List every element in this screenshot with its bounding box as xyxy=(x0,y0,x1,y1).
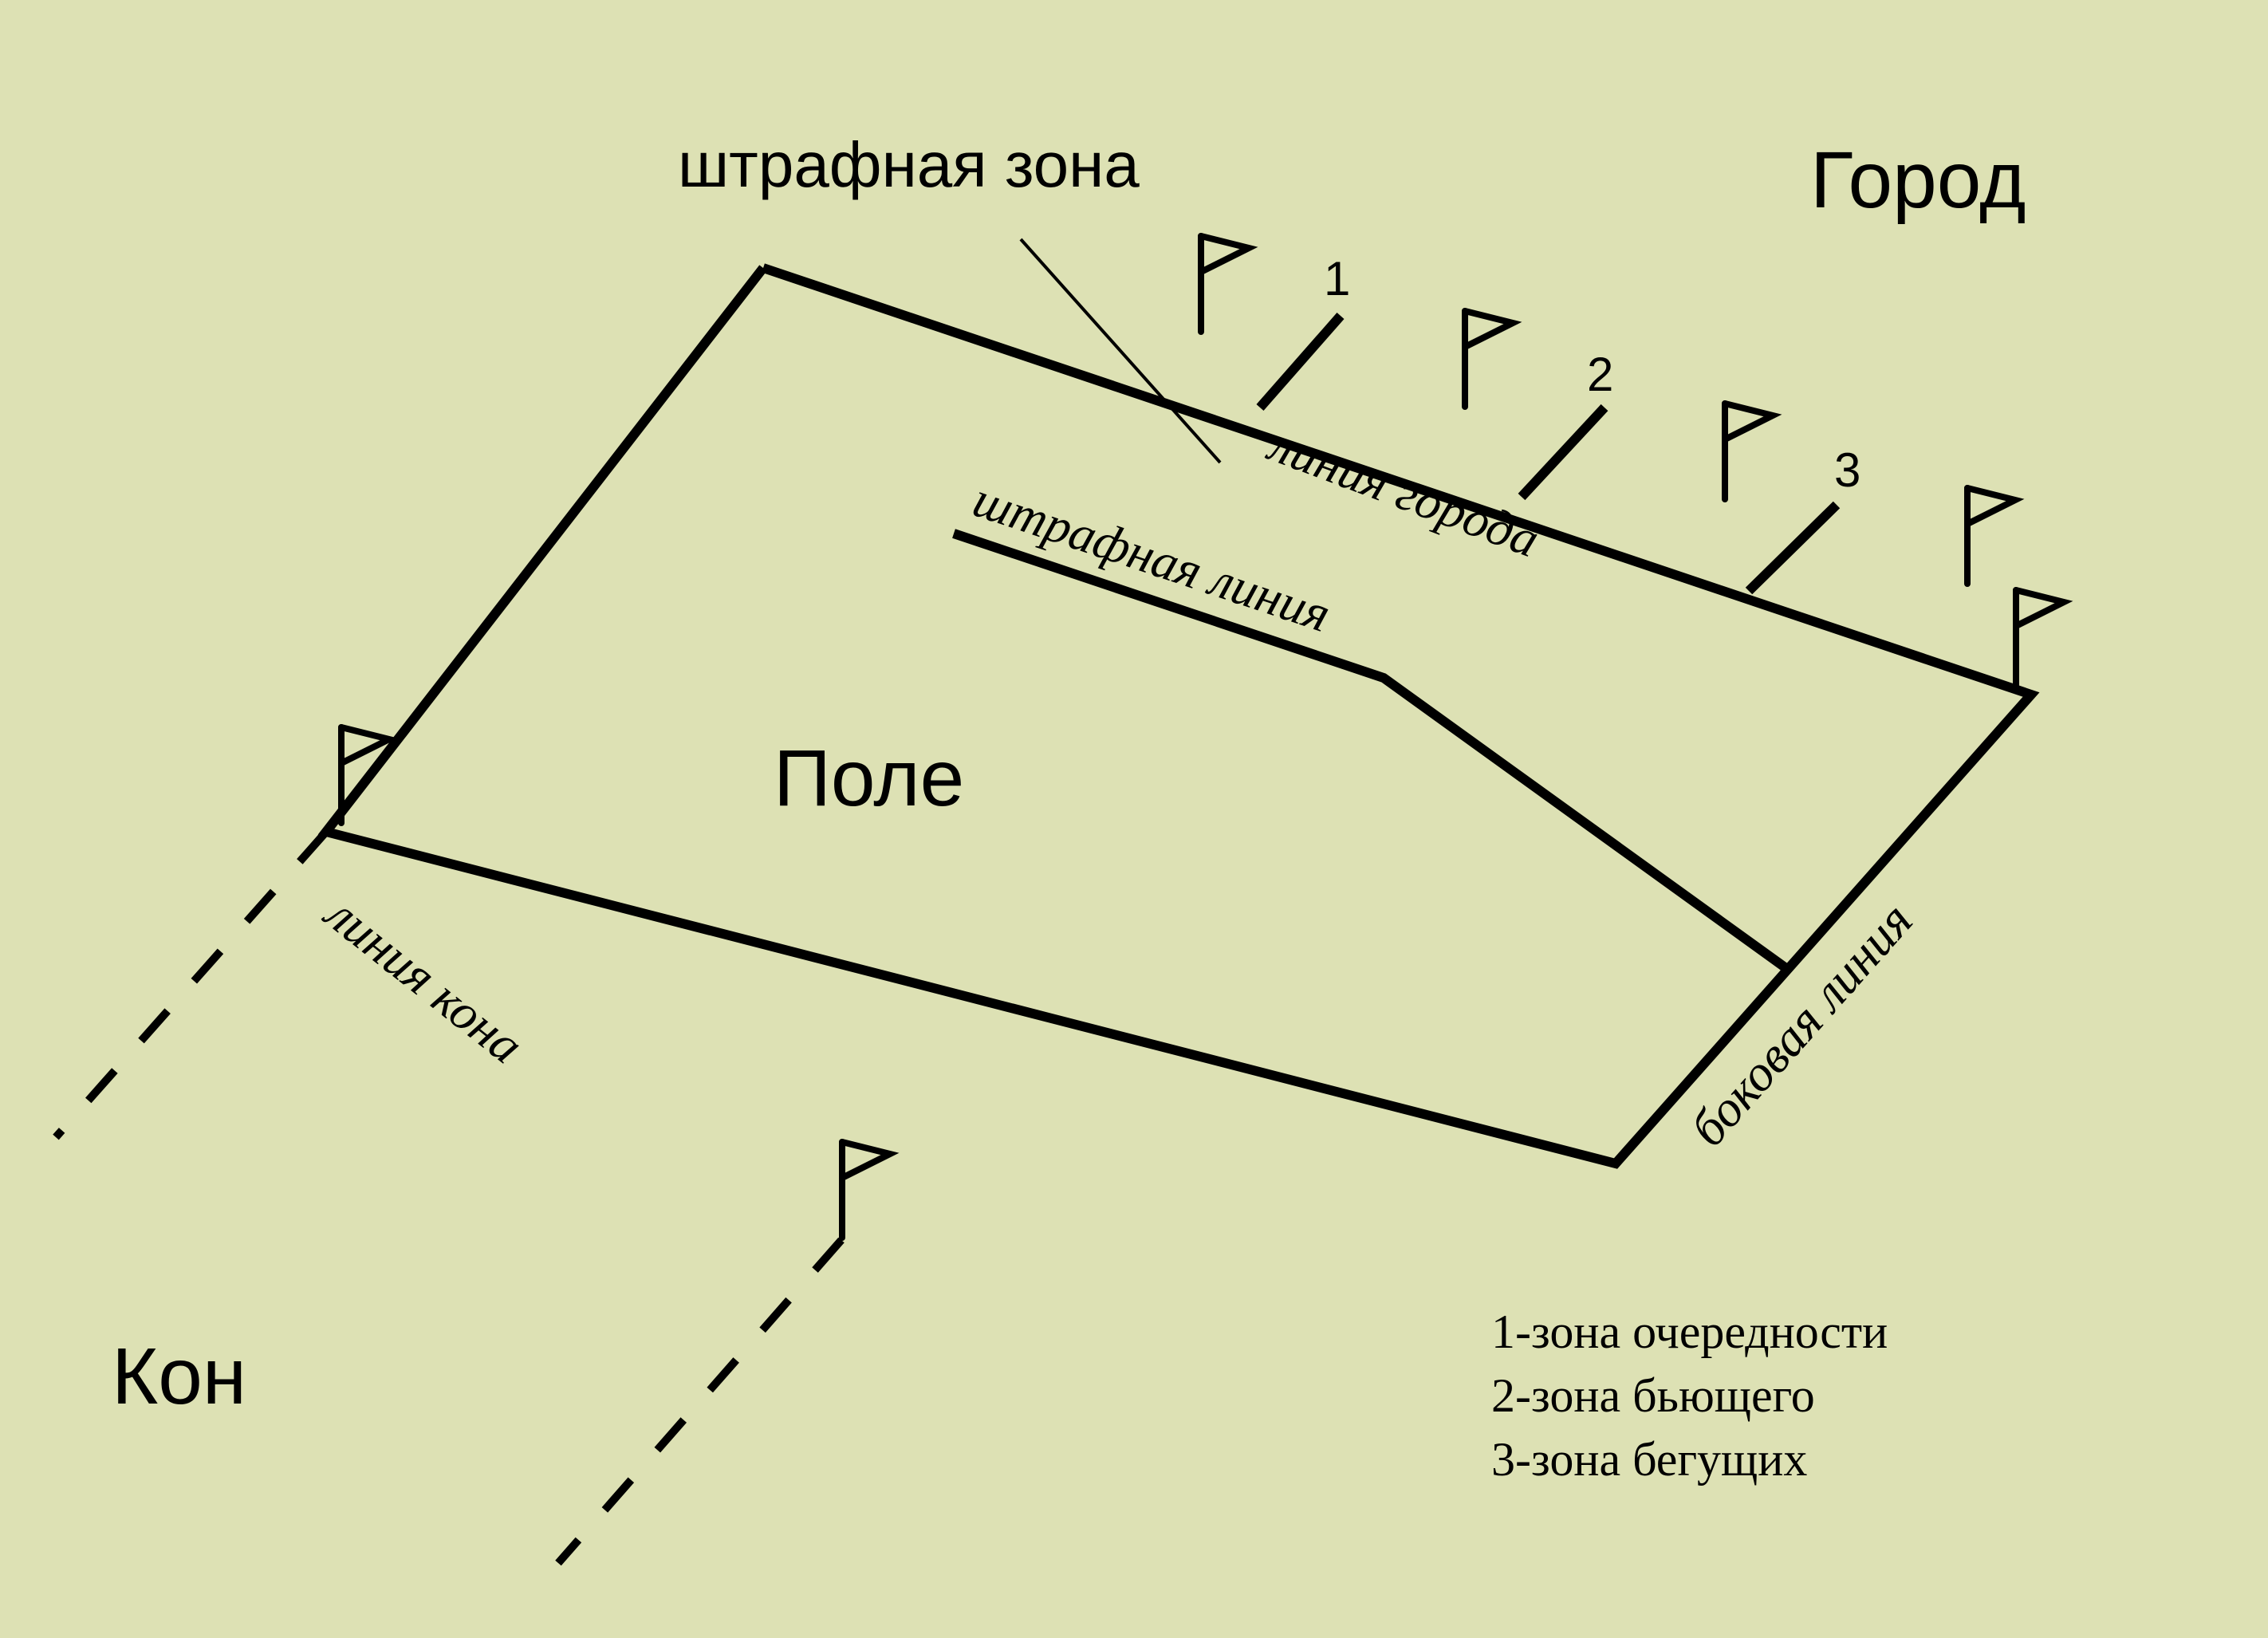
flag-icon xyxy=(842,1142,890,1238)
legend-3: 3-зона бегущих xyxy=(1491,1433,1807,1486)
flag-icon xyxy=(1967,488,2015,584)
label-gorod-line: линия города xyxy=(1261,415,1547,568)
zone-number-3: 3 xyxy=(1834,443,1860,497)
label-pole: Поле xyxy=(774,734,964,823)
label-gorod: Город xyxy=(1810,136,2026,225)
penalty-zone-title: штрафная зона xyxy=(678,129,1140,200)
callout-line xyxy=(1021,239,1220,463)
zone-number-1: 1 xyxy=(1324,252,1350,305)
flags-group xyxy=(341,236,2064,1238)
flag-icon xyxy=(1465,311,1513,407)
zone-tick-3 xyxy=(1749,505,1837,591)
zone-number-2: 2 xyxy=(1587,348,1613,401)
flag-icon xyxy=(1725,404,1773,499)
legend-2: 2-зона бьющего xyxy=(1491,1369,1815,1422)
dashed-ext-right xyxy=(558,1240,841,1563)
dashed-ext-left xyxy=(56,832,326,1137)
zone-tick-1 xyxy=(1260,316,1341,408)
label-kon-line: линия кона xyxy=(314,884,534,1074)
field-diagram: штрафная зона Город Кон Поле линия город… xyxy=(0,0,2268,1638)
flag-icon xyxy=(2016,590,2064,686)
penalty-line xyxy=(954,534,1787,969)
label-kon: Кон xyxy=(112,1332,246,1421)
legend-1: 1-зона очередности xyxy=(1491,1305,1888,1358)
label-side-line: боковая линия xyxy=(1679,892,1923,1157)
flag-icon xyxy=(1201,236,1249,332)
zone-tick-2 xyxy=(1522,408,1605,497)
